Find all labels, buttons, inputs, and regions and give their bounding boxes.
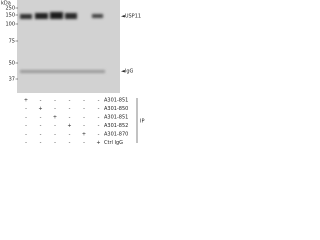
row-label: A301-850 — [104, 106, 128, 112]
row-label: A301-851 — [104, 98, 128, 104]
lane-cell: - — [25, 123, 27, 129]
bands — [20, 12, 105, 73]
lane-cell: - — [40, 123, 42, 129]
mw-marker: 50 — [9, 61, 15, 67]
igg-label: ◄IgG — [121, 69, 133, 75]
lane-cell: - — [54, 123, 56, 129]
lane-cell: - — [40, 115, 42, 121]
lane-cell: - — [69, 98, 71, 104]
row-label: Ctrl IgG — [104, 140, 123, 146]
row-label: A301-870 — [104, 132, 128, 138]
lane-cell: - — [25, 115, 27, 121]
lane-cell: - — [69, 115, 71, 121]
lane-cell: - — [69, 140, 71, 146]
lane-cell: - — [83, 123, 85, 129]
lane-cell: - — [25, 106, 27, 112]
lane-cell: + — [24, 98, 28, 104]
lane-cell: - — [40, 132, 42, 138]
lane-cell: + — [67, 123, 71, 129]
lane-cell: - — [83, 115, 85, 121]
mw-marker: 250 — [5, 6, 15, 12]
lane-cell: - — [54, 132, 56, 138]
lane-cell: - — [83, 98, 85, 104]
mw-marker: 150 — [5, 13, 15, 19]
mw-unit: kDa — [1, 1, 11, 7]
lane-cell: + — [82, 132, 86, 138]
lane-cell: - — [98, 123, 100, 129]
mw-marker: 100 — [5, 22, 15, 28]
lane-cell: - — [25, 132, 27, 138]
group-label: IP — [140, 119, 145, 125]
lane-cell: + — [96, 140, 100, 146]
lane-cell: - — [40, 98, 42, 104]
lane-cell: - — [83, 140, 85, 146]
lane-cell: - — [54, 106, 56, 112]
mw-marker: 37 — [9, 77, 15, 83]
lane-cell: + — [38, 106, 42, 112]
lane-cell: - — [25, 140, 27, 146]
lane-cell: - — [98, 132, 100, 138]
lane-cell: + — [53, 115, 57, 121]
lane-cell: - — [69, 106, 71, 112]
row-label: A301-852 — [104, 123, 128, 129]
lane-cell: - — [83, 106, 85, 112]
lane-cell: - — [98, 106, 100, 112]
row-label: A301-851 — [104, 115, 128, 121]
mw-marker: 75 — [9, 39, 15, 45]
lane-cell: - — [54, 98, 56, 104]
lane-cell: - — [69, 132, 71, 138]
lane-cell: - — [40, 140, 42, 146]
lane-cell: - — [98, 98, 100, 104]
band-label: ◄USP11 — [121, 14, 141, 20]
lane-cell: - — [54, 140, 56, 146]
lane-cell: - — [98, 115, 100, 121]
